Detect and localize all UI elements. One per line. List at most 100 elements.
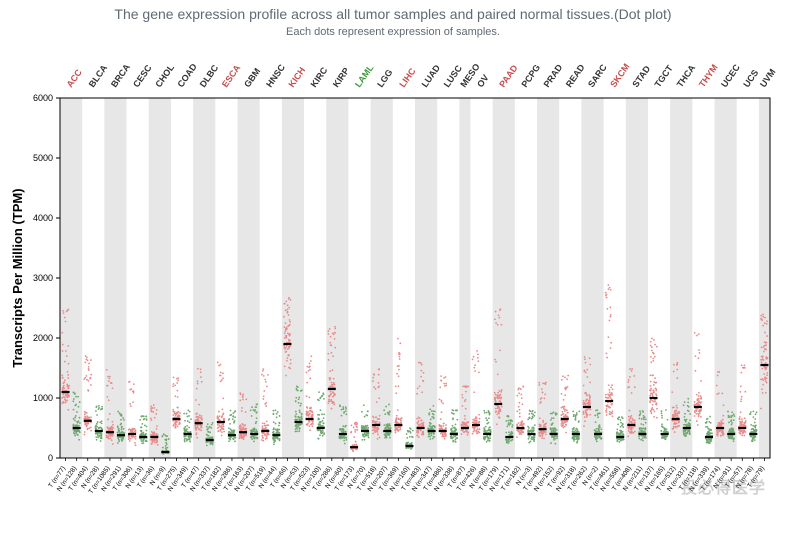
dot: [174, 413, 176, 415]
dot: [241, 410, 243, 412]
dot: [642, 437, 644, 439]
dot: [153, 404, 155, 406]
dot: [62, 401, 64, 403]
dot: [623, 439, 625, 441]
dot: [255, 421, 257, 423]
dot: [134, 442, 136, 444]
dot: [544, 424, 546, 426]
dot: [243, 428, 245, 430]
dot: [74, 417, 76, 419]
dot: [234, 440, 236, 442]
dot: [718, 392, 720, 394]
dot: [285, 375, 287, 377]
dot: [345, 439, 347, 441]
dot: [439, 399, 441, 401]
dot: [684, 416, 686, 418]
dot: [90, 416, 92, 418]
dot: [156, 433, 158, 435]
dot: [676, 362, 678, 364]
dot: [78, 406, 80, 408]
dot: [399, 356, 401, 358]
dot: [68, 363, 70, 365]
dot: [106, 434, 108, 436]
dot: [409, 436, 411, 438]
dot: [151, 419, 153, 421]
dot: [195, 434, 197, 436]
dot: [308, 425, 310, 427]
dot: [489, 435, 491, 437]
dot: [472, 433, 474, 435]
dot: [312, 411, 314, 413]
dot: [696, 420, 698, 422]
dot: [208, 431, 210, 433]
dot: [576, 441, 578, 443]
category-label: UCEC: [719, 62, 742, 89]
dot: [272, 429, 274, 431]
dot: [117, 425, 119, 427]
dot: [656, 346, 658, 348]
dot: [217, 427, 219, 429]
dot: [141, 416, 143, 418]
dot: [255, 406, 257, 408]
dot: [241, 423, 243, 425]
dot: [64, 379, 66, 381]
dot: [334, 394, 336, 396]
dot: [564, 415, 566, 417]
dot: [653, 409, 655, 411]
dot: [141, 423, 143, 425]
dot: [578, 410, 580, 412]
category-label: DLBC: [198, 63, 221, 90]
dot: [651, 350, 653, 352]
dot: [698, 411, 700, 413]
dot: [379, 422, 381, 424]
dot: [505, 432, 507, 434]
dot: [594, 415, 596, 417]
dot: [156, 440, 158, 442]
dot: [598, 427, 600, 429]
dot: [406, 442, 408, 444]
dot: [184, 426, 186, 428]
dot: [523, 423, 525, 425]
dot: [644, 429, 646, 431]
dot: [498, 390, 500, 392]
dot: [541, 391, 543, 393]
dot: [164, 439, 166, 441]
dot: [622, 426, 624, 428]
dot: [273, 443, 275, 445]
dot: [363, 427, 365, 429]
dot: [107, 427, 109, 429]
dot: [379, 415, 381, 417]
dot: [341, 415, 343, 417]
dot: [494, 392, 496, 394]
dot: [320, 424, 322, 426]
dot: [284, 337, 286, 339]
dot: [538, 432, 540, 434]
dot: [295, 419, 297, 421]
dot: [564, 410, 566, 412]
dot: [440, 428, 442, 430]
dot: [328, 395, 330, 397]
category-label: GBM: [242, 66, 262, 89]
dot: [396, 428, 398, 430]
dot: [698, 398, 700, 400]
dot: [488, 412, 490, 414]
dot: [533, 427, 535, 429]
dot: [599, 431, 601, 433]
dot: [518, 422, 520, 424]
dot: [334, 332, 336, 334]
dot: [243, 436, 245, 438]
dot: [639, 415, 641, 417]
dot: [531, 431, 533, 433]
dot: [334, 326, 336, 328]
dot: [201, 415, 203, 417]
dot: [67, 377, 69, 379]
dot: [745, 420, 747, 422]
dot: [651, 408, 653, 410]
dot: [323, 433, 325, 435]
dot: [355, 443, 357, 445]
dot: [266, 420, 268, 422]
dot: [532, 416, 534, 418]
dot: [377, 438, 379, 440]
dot: [97, 432, 99, 434]
dot: [596, 440, 598, 442]
